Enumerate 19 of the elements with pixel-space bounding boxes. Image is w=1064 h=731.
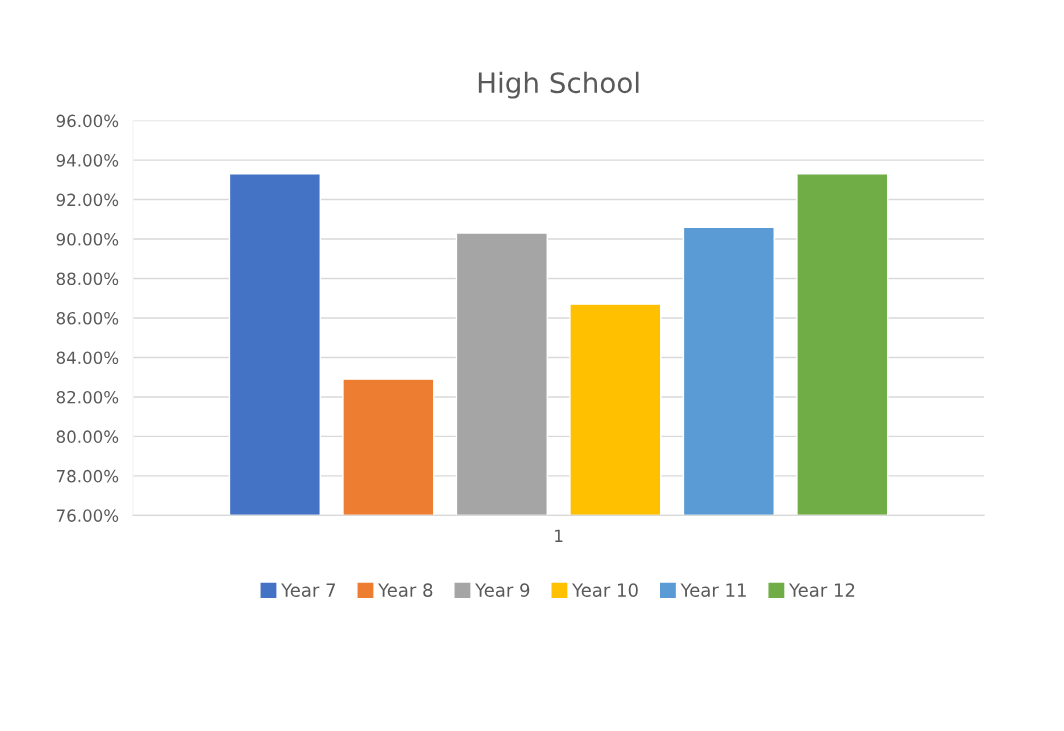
legend-label: Year 9 [475, 583, 530, 597]
y-tick-label: 94.00% [56, 154, 119, 167]
legend-label: Year 11 [680, 583, 746, 597]
y-tick-label: 84.00% [56, 351, 119, 365]
y-tick-label: 90.00% [56, 233, 119, 246]
y-tick-label: 88.00% [56, 272, 119, 286]
legend-label: Year 10 [572, 583, 638, 597]
y-tick-label: 96.00% [56, 114, 119, 128]
chart-title: High School [478, 71, 639, 99]
y-tick-label: 76.00% [56, 509, 119, 522]
y-tick-label: 80.00% [56, 430, 119, 443]
x-tick-label: 1 [555, 529, 563, 542]
y-tick-label: 86.00% [56, 311, 119, 325]
y-tick-label: 92.00% [56, 193, 119, 207]
legend-label: Year 8 [378, 583, 433, 597]
legend-label: Year 12 [788, 583, 855, 597]
y-tick-label: 82.00% [56, 390, 119, 404]
legend-label: Year 7 [281, 583, 336, 597]
y-tick-label: 78.00% [56, 469, 119, 483]
